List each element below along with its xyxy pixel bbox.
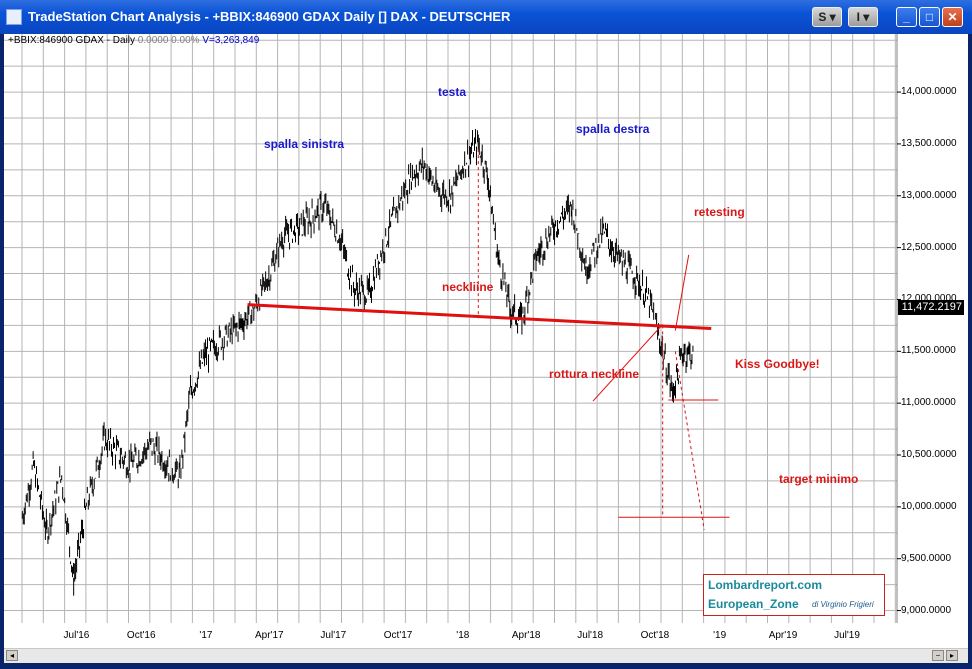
annotation-target: target minimo xyxy=(779,472,859,486)
x-tick-label: Jul'17 xyxy=(320,630,347,641)
change-value: 0.0000 xyxy=(137,35,169,46)
annotation-head: testa xyxy=(438,85,467,99)
logo-line-1: Lombardreport.com xyxy=(708,578,823,592)
projection-dashed xyxy=(674,351,705,530)
zoom-out-icon[interactable]: − xyxy=(932,650,944,661)
chart-overlay xyxy=(247,149,730,530)
retesting-pointer xyxy=(674,254,690,331)
chart-plot-area[interactable]: +BBIX:846900 GDAX - Daily 0.0000 0.00% V… xyxy=(4,34,901,623)
close-button[interactable]: ✕ xyxy=(942,7,963,27)
percent-value: 0.00% xyxy=(171,35,200,46)
y-tick-label: 11,500.0000 xyxy=(901,345,956,357)
x-tick-label: Oct'17 xyxy=(383,630,413,641)
annotation-left-shoulder: spalla sinistra xyxy=(264,137,345,151)
title-bar[interactable]: TradeStation Chart Analysis - +BBIX:8469… xyxy=(0,0,972,34)
y-tick-label: 11,000.0000 xyxy=(901,397,956,409)
last-price-box: 11,472.2197 xyxy=(898,300,964,315)
x-tick-label: Jul'18 xyxy=(577,630,604,641)
logo-byline: di Virginio Frigieri xyxy=(812,600,874,609)
scroll-left-icon[interactable]: ◂ xyxy=(6,650,18,661)
i-menu-button[interactable]: I ▾ xyxy=(848,7,878,27)
breakout-pointer xyxy=(592,324,664,402)
s-menu-button[interactable]: S ▾ xyxy=(812,7,842,27)
annotation-neckline: neckliine xyxy=(442,280,494,294)
symbol-info-line: +BBIX:846900 GDAX - Daily 0.0000 0.00% V… xyxy=(8,35,259,46)
x-tick-label: Apr'19 xyxy=(768,630,798,641)
y-tick-label: 12,500.0000 xyxy=(901,241,957,253)
annotation-retesting: retesting xyxy=(694,205,745,219)
y-tick-label: 13,000.0000 xyxy=(901,189,957,201)
maximize-button[interactable]: □ xyxy=(919,7,940,27)
y-tick-label: 13,500.0000 xyxy=(901,137,957,149)
y-tick-label: 12,000.0000 xyxy=(901,293,957,305)
annotation-right-shoulder: spalla destra xyxy=(576,122,650,136)
watermark-logo: Lombardreport.com European_Zone di Virgi… xyxy=(703,574,885,616)
x-tick-label: Jul'16 xyxy=(63,630,90,641)
scroll-right-icon[interactable]: ▸ xyxy=(946,650,958,661)
neckline-trendline xyxy=(247,303,712,330)
x-tick-label: Jul'19 xyxy=(834,630,860,641)
horizontal-scrollbar[interactable]: ◂ − ▸ xyxy=(4,648,968,663)
x-tick-label: '19 xyxy=(713,630,727,641)
minimize-button[interactable]: _ xyxy=(896,7,917,27)
chart-grid xyxy=(4,34,901,623)
x-tick-label: '18 xyxy=(456,630,470,641)
price-chart[interactable] xyxy=(4,34,968,623)
price-bars xyxy=(21,128,694,596)
chart-window: +BBIX:846900 GDAX - Daily 0.0000 0.00% V… xyxy=(4,34,968,663)
y-tick-label: 10,500.0000 xyxy=(901,449,957,460)
x-tick-label: Oct'16 xyxy=(126,630,156,641)
volume-value: V=3,263,849 xyxy=(202,35,260,46)
logo-line-2: European_Zone xyxy=(708,597,799,611)
y-tick-label: 14,000.0000 xyxy=(901,86,957,98)
annotation-breakout: rottura neckline xyxy=(549,367,640,381)
symbol-label: +BBIX:846900 GDAX - Daily xyxy=(8,35,136,46)
y-tick-label: 10,000.0000 xyxy=(901,500,957,512)
window-title: TradeStation Chart Analysis - +BBIX:8469… xyxy=(28,9,511,24)
y-tick-label: 9,000.0000 xyxy=(901,604,952,616)
annotation-kiss-goodbye: Kiss Goodbye! xyxy=(735,357,820,371)
x-tick-label: Apr'17 xyxy=(254,630,284,641)
app-icon xyxy=(6,9,22,25)
x-tick-label: '17 xyxy=(199,630,213,641)
y-tick-label: 9,500.0000 xyxy=(901,552,952,564)
x-tick-label: Oct'18 xyxy=(640,630,670,641)
x-tick-label: Apr'18 xyxy=(511,630,541,641)
